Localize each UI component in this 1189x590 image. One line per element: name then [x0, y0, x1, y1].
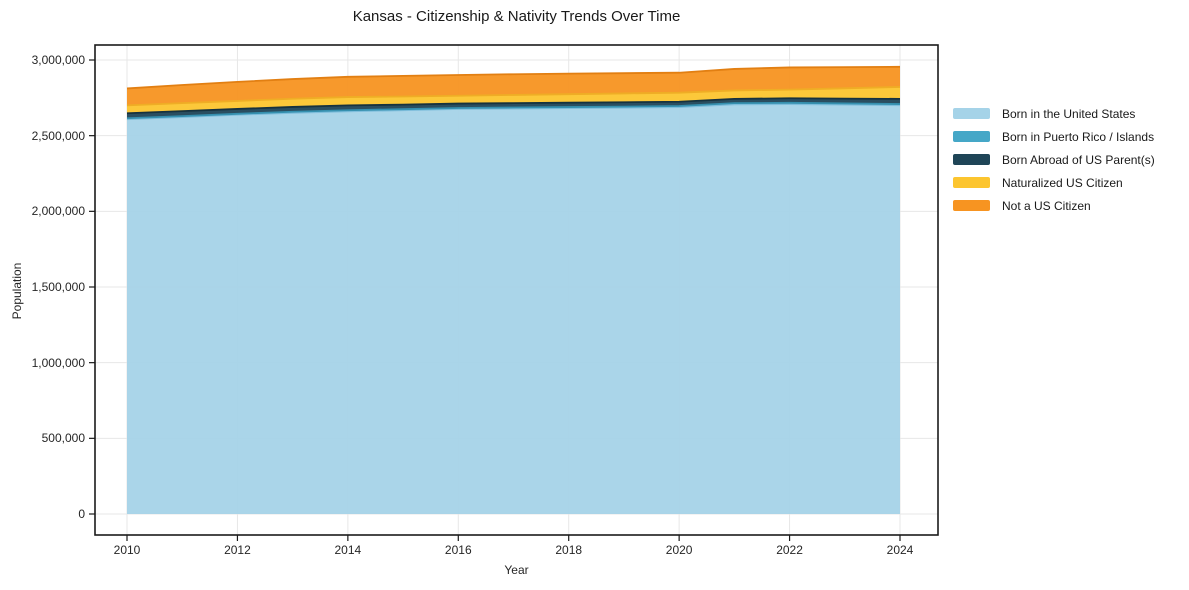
area-not-a-us-citizen [127, 66, 900, 106]
area-naturalized-us-citizen [127, 86, 900, 114]
area-edges [126, 65, 901, 121]
legend-item-born-in-puerto-rico-islands: Born in Puerto Rico / Islands [950, 125, 1188, 148]
legend-label: Born in Puerto Rico / Islands [1002, 129, 1155, 144]
area-born-abroad-of-us-parent-s [127, 98, 900, 119]
legend-swatch-icon [953, 177, 990, 188]
y-tick-label: 500,000 [41, 431, 85, 446]
y-tick-label: 1,500,000 [31, 280, 85, 294]
axes-spines [94, 44, 939, 536]
legend-swatch-icon [953, 200, 990, 211]
legend-item-not-a-us-citizen: Not a US Citizen [950, 194, 1188, 217]
x-tick-label: 2016 [444, 543, 472, 557]
y-tick-label: 3,000,000 [31, 53, 85, 67]
tick-marks [89, 59, 901, 541]
x-tick-label: 2014 [334, 543, 362, 557]
legend-label: Born in the United States [1002, 106, 1136, 121]
legend-label: Naturalized US Citizen [1002, 175, 1123, 190]
x-tick-label: 2010 [113, 543, 141, 557]
legend-item-born-abroad-of-us-parent-s: Born Abroad of US Parent(s) [950, 148, 1188, 171]
legend: Born in the United States Born in Puerto … [950, 102, 1188, 217]
legend-label: Born Abroad of US Parent(s) [1002, 152, 1155, 167]
y-tick-label: 0 [78, 507, 85, 521]
x-tick-label: 2020 [665, 543, 693, 557]
x-tick-label: 2018 [555, 543, 583, 557]
edge-born-in-puerto-rico-islands [126, 101, 901, 120]
y-tick-label: 2,000,000 [31, 204, 85, 219]
y-tick-label: 1,000,000 [31, 355, 85, 370]
edge-naturalized-us-citizen [126, 86, 901, 107]
y-tick-label: 2,500,000 [31, 128, 85, 143]
x-tick-label: 2012 [224, 543, 251, 557]
legend-swatch-icon [953, 108, 990, 119]
x-tick-label: 2022 [776, 543, 803, 557]
chart-title: Kansas - Citizenship & Nativity Trends O… [352, 8, 681, 25]
edge-not-a-us-citizen [126, 65, 901, 90]
x-tick-label: 2024 [886, 543, 914, 557]
y-axis-label: Population [10, 262, 24, 320]
edge-born-in-the-united-states [126, 103, 901, 121]
area-born-in-the-united-states [127, 104, 900, 515]
legend-label: Not a US Citizen [1002, 198, 1091, 213]
stacked-areas [127, 66, 900, 515]
x-axis-label: Year [504, 563, 529, 577]
edge-born-abroad-of-us-parent-s [126, 97, 901, 115]
legend-item-born-in-the-united-states: Born in the United States [950, 102, 1188, 125]
legend-swatch-icon [953, 154, 990, 165]
legend-swatch-icon [953, 131, 990, 142]
legend-item-naturalized-us-citizen: Naturalized US Citizen [950, 171, 1188, 194]
